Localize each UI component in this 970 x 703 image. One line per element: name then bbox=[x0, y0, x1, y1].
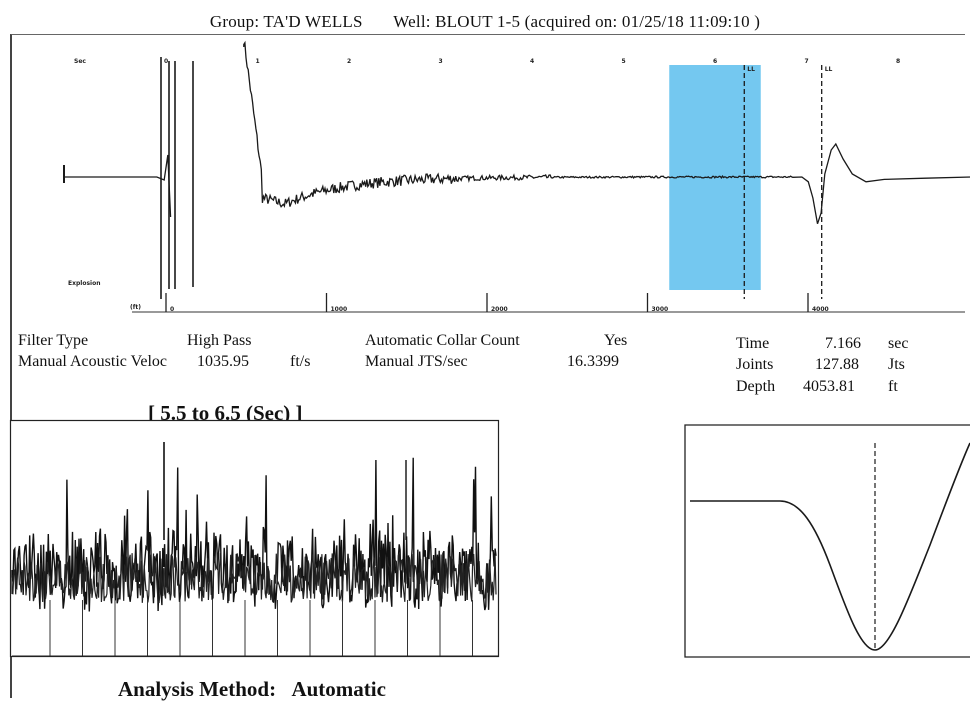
window-frame bbox=[9, 419, 500, 658]
collar-window-chart[interactable] bbox=[9, 419, 500, 658]
zoom-frame bbox=[684, 424, 970, 658]
window-trace-2 bbox=[11, 552, 497, 604]
collar-marker-label: LL bbox=[825, 66, 833, 73]
depth-unit: ft bbox=[888, 378, 898, 395]
bottom-tick-label: 0 bbox=[170, 306, 174, 313]
top-tick-label: 7 bbox=[805, 58, 809, 65]
report-frame bbox=[10, 34, 965, 698]
filter-type-value: High Pass bbox=[187, 332, 252, 349]
top-tick-label: 8 bbox=[896, 58, 900, 65]
bottom-axis-unit: (ft) bbox=[130, 304, 141, 311]
velocity-unit: ft/s bbox=[290, 353, 311, 370]
top-tick-label: 6 bbox=[713, 58, 717, 65]
top-tick-label: 0 bbox=[164, 58, 168, 65]
jts-sec-value: 16.3399 bbox=[567, 353, 619, 370]
zoom-trace bbox=[690, 442, 970, 651]
bottom-tick-label: 2000 bbox=[491, 306, 508, 313]
time-unit: sec bbox=[888, 335, 909, 352]
depth-value: 4053.81 bbox=[803, 378, 855, 395]
main-trace-chart[interactable]: Sec 0 1 2 3 4 5 6 7 8 Explosion (ft) 0 1000 2000 3000 40… bbox=[12, 37, 970, 317]
top-tick-label: 4 bbox=[530, 58, 534, 65]
joints-label: Joints bbox=[736, 356, 774, 373]
joints-value: 127.88 bbox=[815, 356, 859, 373]
filter-type-label: Filter Type bbox=[18, 332, 89, 349]
joints-unit: Jts bbox=[888, 356, 905, 373]
jts-sec-label: Manual JTS/sec bbox=[365, 353, 468, 370]
well-name: BLOUT 1-5 bbox=[435, 12, 521, 31]
top-axis-unit: Sec bbox=[74, 58, 86, 65]
top-tick-label: 2 bbox=[347, 58, 351, 65]
left-axis-label: Explosion bbox=[68, 280, 100, 287]
trace-line bbox=[243, 40, 970, 225]
trace-start bbox=[64, 154, 172, 218]
collar-count-value: Yes bbox=[604, 332, 628, 349]
time-value: 7.166 bbox=[825, 335, 861, 352]
velocity-value: 1035.95 bbox=[197, 353, 249, 370]
depth-label: Depth bbox=[736, 378, 776, 395]
analysis-method-label: Analysis Method: bbox=[118, 677, 277, 701]
group-name: TA'D WELLS bbox=[263, 12, 363, 31]
bottom-tick-label: 4000 bbox=[812, 306, 829, 313]
time-label: Time bbox=[736, 335, 770, 352]
well-label: Well: bbox=[393, 12, 431, 31]
collar-marker-label: LL bbox=[747, 66, 755, 73]
window-trace bbox=[11, 457, 497, 612]
velocity-label: Manual Acoustic Veloc bbox=[18, 353, 168, 370]
acquired-timestamp: (acquired on: 01/25/18 11:09:10 ) bbox=[524, 12, 761, 31]
top-tick-label: 3 bbox=[439, 58, 443, 65]
bottom-tick-label: 3000 bbox=[652, 306, 669, 313]
bottom-tick-label: 1000 bbox=[331, 306, 348, 313]
top-tick-label: 5 bbox=[622, 58, 626, 65]
page-title: Group: TA'D WELLS Well: BLOUT 1-5 (acqui… bbox=[0, 12, 970, 32]
collar-count-label: Automatic Collar Count bbox=[365, 332, 520, 349]
top-tick-label: 1 bbox=[256, 58, 260, 65]
group-label: Group: bbox=[209, 12, 260, 31]
analysis-method-value: Automatic bbox=[291, 677, 386, 701]
zoom-reflection-chart[interactable] bbox=[684, 424, 970, 660]
